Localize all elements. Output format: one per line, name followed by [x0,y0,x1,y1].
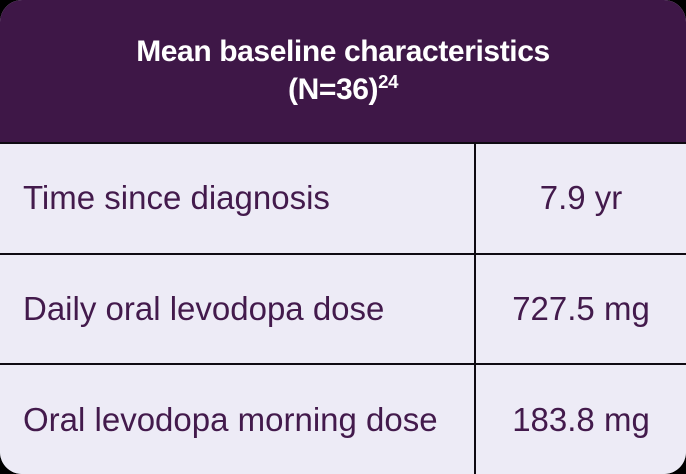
header-title-line1: Mean baseline characteristics [136,35,550,68]
row-value: 727.5 mg [512,290,650,327]
header-reference-superscript: 24 [378,71,399,92]
row-label: Daily oral levodopa dose [0,254,476,364]
header-title-line2-base: (N=36) [287,73,379,106]
header-title-line2: (N=36)24 [288,71,398,109]
row-value: 7.9 yr [539,179,623,217]
characteristics-table: Time since diagnosis 7.9 yr Daily oral l… [0,144,686,474]
table-row: Daily oral levodopa dose 727.5 mg [0,254,686,366]
table-row: Oral levodopa morning dose 183.8 mg [0,365,686,474]
row-label: Oral levodopa morning dose [0,365,476,474]
row-label: Time since diagnosis [0,144,476,253]
card-header: Mean baseline characteristics (N=36)24 [0,0,686,144]
row-value: 183.8 mg [512,400,650,438]
table-row: Time since diagnosis 7.9 yr [0,144,686,255]
